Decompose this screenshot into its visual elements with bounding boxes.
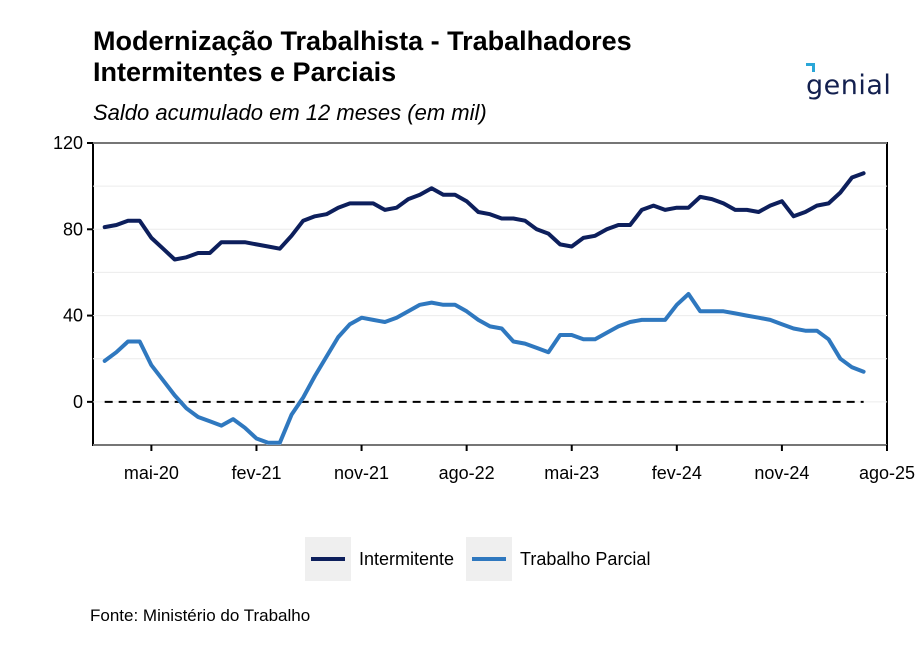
genial-logo: genial bbox=[806, 63, 892, 101]
x-tick-label: mai-23 bbox=[544, 463, 599, 483]
x-tick-label: ago-25 bbox=[859, 463, 915, 483]
x-tick-label: mai-20 bbox=[124, 463, 179, 483]
source-note: Fonte: Ministério do Trabalho bbox=[90, 606, 311, 625]
chart-title: Modernização Trabalhista - Trabalhadores… bbox=[93, 26, 632, 87]
logo-text: genial bbox=[806, 70, 892, 101]
legend-item-trabalho-parcial: Trabalho Parcial bbox=[466, 537, 650, 581]
logo-accent-icon bbox=[806, 63, 815, 72]
plot-panel bbox=[92, 142, 888, 446]
gridlines bbox=[93, 142, 887, 446]
legend-label-trabalho-parcial: Trabalho Parcial bbox=[520, 548, 651, 569]
x-tick-label: nov-24 bbox=[754, 463, 809, 483]
y-tick-label: 0 bbox=[73, 392, 83, 412]
legend-key-intermitente bbox=[305, 537, 351, 581]
chart-subtitle: Saldo acumulado em 12 meses (em mil) bbox=[93, 100, 487, 125]
y-tick-label: 120 bbox=[53, 133, 83, 153]
legend-item-intermitente: Intermitente bbox=[305, 537, 454, 581]
y-tick-label: 40 bbox=[63, 306, 83, 326]
series-line-trabalho-parcial bbox=[102, 292, 866, 445]
legend: Intermitente Trabalho Parcial bbox=[305, 537, 662, 581]
x-tick-label: fev-21 bbox=[231, 463, 281, 483]
legend-label-intermitente: Intermitente bbox=[359, 548, 455, 569]
axes: 0 40 80 120 mai-20 fev-21 nov-21 ago-22 mai-23 fe… bbox=[53, 133, 915, 483]
y-tick-label: 80 bbox=[63, 219, 83, 239]
series-lines bbox=[102, 171, 866, 445]
x-tick-label: ago-22 bbox=[439, 463, 495, 483]
x-tick-label: nov-21 bbox=[334, 463, 389, 483]
legend-key-trabalho-parcial bbox=[466, 537, 513, 581]
x-tick-label: fev-24 bbox=[652, 463, 702, 483]
series-line-intermitente bbox=[102, 171, 866, 262]
